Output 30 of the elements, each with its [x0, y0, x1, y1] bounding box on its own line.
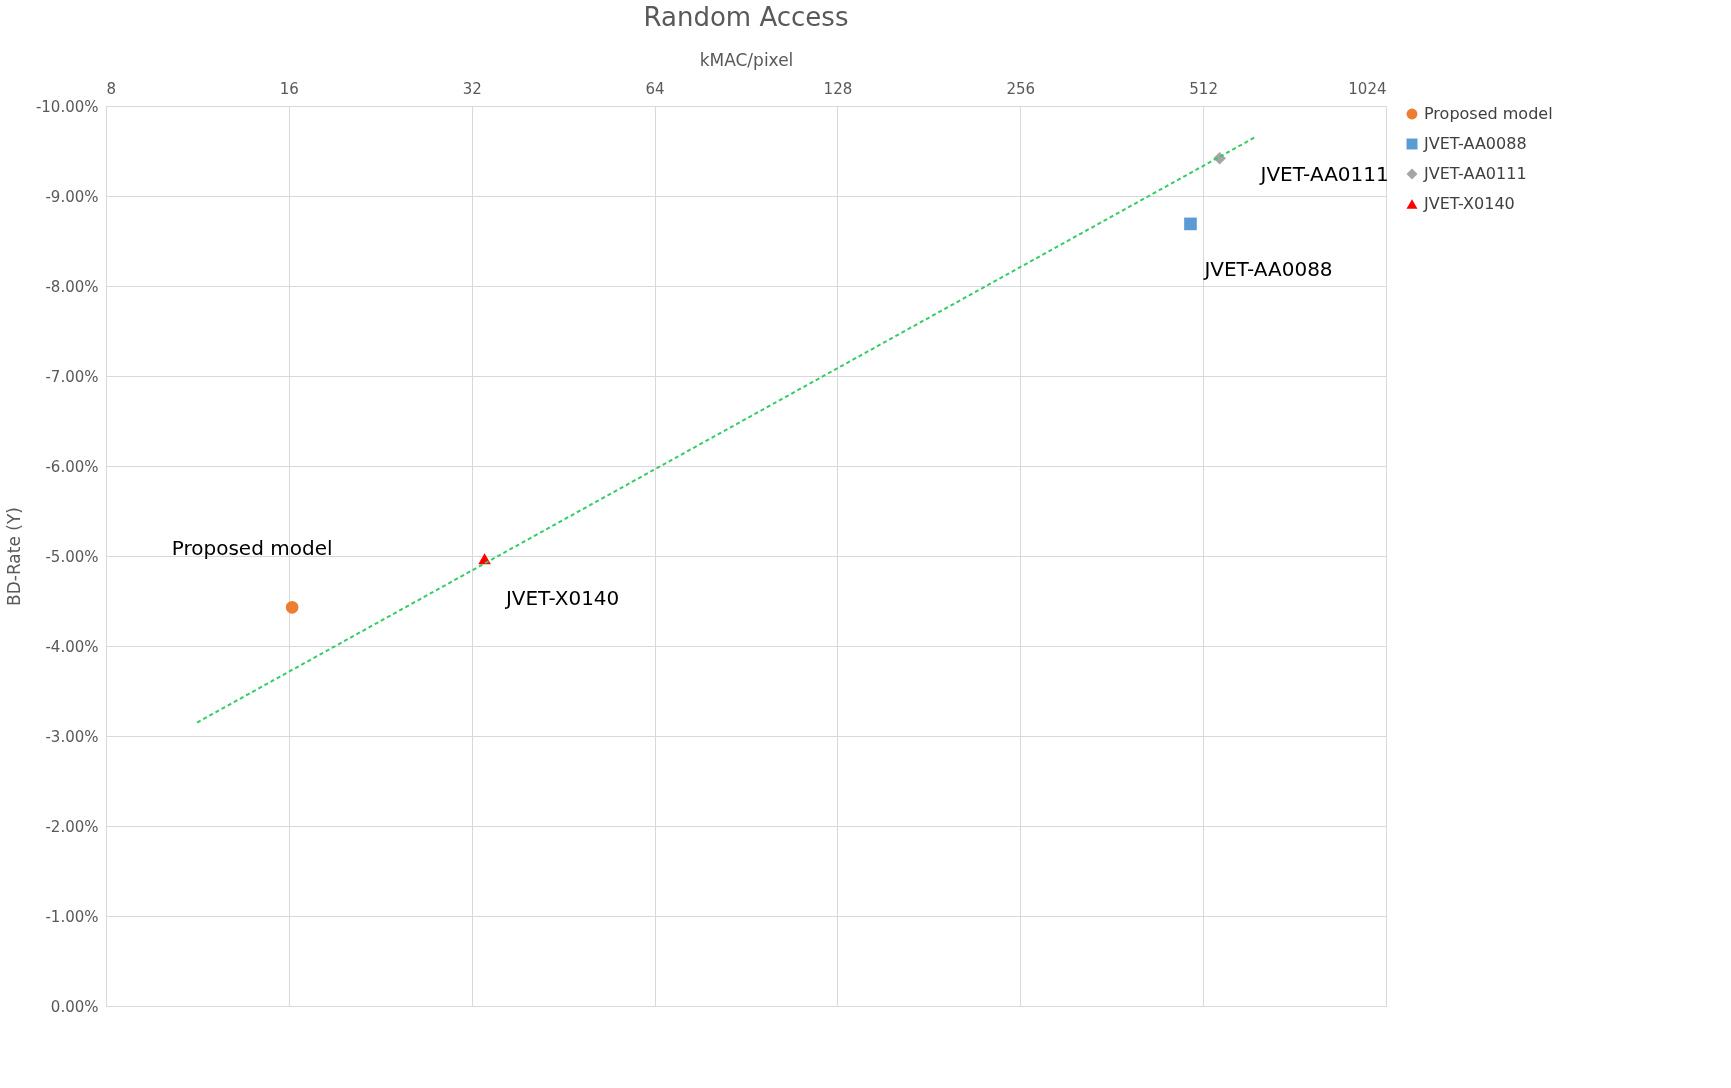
x-tick-label: 32 [462, 79, 482, 98]
y-tick-label: -8.00% [45, 277, 99, 296]
x-tick-label: 64 [645, 79, 665, 98]
x-tick-label: 256 [1006, 79, 1036, 98]
y-tick-label: 0.00% [50, 997, 99, 1016]
x-axis-title: kMAC/pixel [699, 49, 794, 70]
legend-label: JVET-X0140 [1423, 194, 1515, 213]
legend-label: Proposed model [1424, 104, 1553, 123]
y-tick-label: -2.00% [45, 817, 99, 836]
y-tick-label: -9.00% [45, 187, 99, 206]
x-tick-label: 16 [279, 79, 299, 98]
legend-label: JVET-AA0111 [1423, 164, 1527, 183]
x-tick-label: 1024 [1348, 79, 1387, 98]
y-tick-label: -1.00% [45, 907, 99, 926]
y-tick-label: -7.00% [45, 367, 99, 386]
x-tick-label: 512 [1189, 79, 1218, 98]
x-tick-label: 128 [823, 79, 853, 98]
chart-title: Random Access [643, 2, 849, 32]
y-axis-title: BD-Rate (Y) [3, 507, 24, 606]
y-tick-label: -5.00% [45, 547, 99, 566]
annotation: JVET-AA0088 [1202, 256, 1333, 281]
y-tick-label: -4.00% [45, 637, 99, 656]
y-tick-label: -6.00% [45, 457, 99, 476]
annotation: JVET-AA0111 [1258, 162, 1389, 187]
x-tick-label: 8 [106, 79, 117, 98]
legend-label: JVET-AA0088 [1423, 134, 1527, 153]
annotation: Proposed model [171, 536, 333, 561]
y-tick-label: -3.00% [45, 727, 99, 746]
annotation: JVET-X0140 [503, 585, 620, 610]
y-tick-label: -10.00% [35, 97, 99, 116]
